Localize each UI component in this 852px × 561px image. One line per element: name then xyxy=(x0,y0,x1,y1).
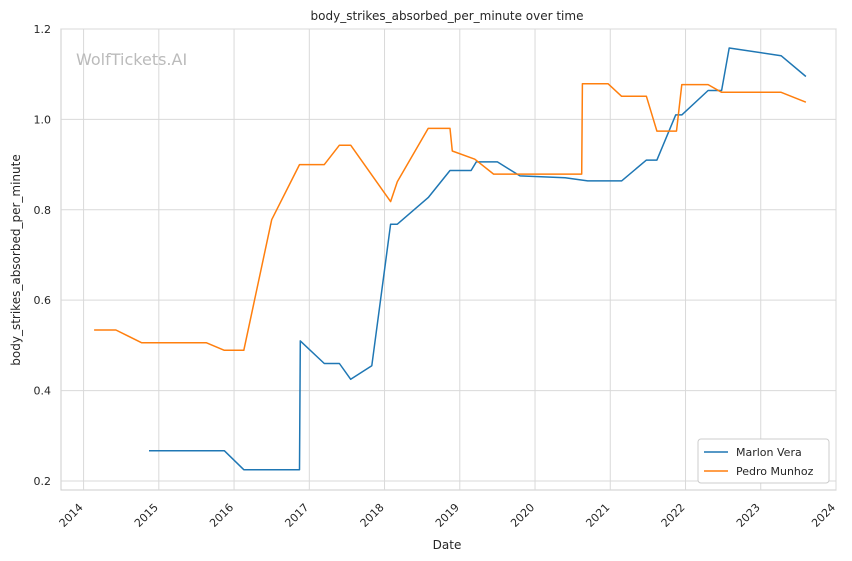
legend-box xyxy=(697,438,830,484)
x-tick-label: 2024 xyxy=(809,501,838,530)
y-axis-label: body_strikes_absorbed_per_minute xyxy=(9,154,23,365)
y-tick-label: 0.4 xyxy=(34,385,52,398)
y-tick-label: 0.6 xyxy=(34,294,52,307)
x-tick-label: 2014 xyxy=(57,501,86,530)
x-tick-label: 2018 xyxy=(358,501,387,530)
y-tick-label: 1.0 xyxy=(34,113,52,126)
x-tick-label: 2023 xyxy=(734,501,763,530)
x-tick-label: 2017 xyxy=(282,501,311,530)
legend-label-marlon-vera: Marlon Vera xyxy=(736,446,802,459)
x-tick-label: 2019 xyxy=(433,501,462,530)
chart-title: body_strikes_absorbed_per_minute over ti… xyxy=(311,9,584,23)
y-tick-label: 0.2 xyxy=(34,475,52,488)
series-line-marlon-vera xyxy=(149,47,807,471)
legend-label-pedro-munhoz: Pedro Munhoz xyxy=(736,465,814,478)
watermark: WolfTickets.AI xyxy=(76,50,187,69)
x-tick-label: 2021 xyxy=(583,501,612,530)
x-tick-label: 2020 xyxy=(508,501,537,530)
series-line-pedro-munhoz xyxy=(94,82,807,352)
y-tick-label: 0.8 xyxy=(34,204,52,217)
x-tick-label: 2022 xyxy=(659,501,688,530)
x-tick-labels: 2014 2015 2016 2017 2018 2019 2020 2021 2022 2023… xyxy=(57,501,838,530)
legend: Marlon Vera Pedro Munhoz xyxy=(697,438,830,484)
x-axis-label: Date xyxy=(433,538,462,552)
y-tick-labels: 0.2 0.4 0.6 0.8 1.0 1.2 xyxy=(34,23,52,488)
x-tick-label: 2015 xyxy=(132,501,161,530)
series-lines xyxy=(94,47,807,471)
plot-area xyxy=(60,28,837,491)
y-tick-label: 1.2 xyxy=(34,23,52,36)
x-tick-label: 2016 xyxy=(207,501,236,530)
grid xyxy=(61,28,837,490)
